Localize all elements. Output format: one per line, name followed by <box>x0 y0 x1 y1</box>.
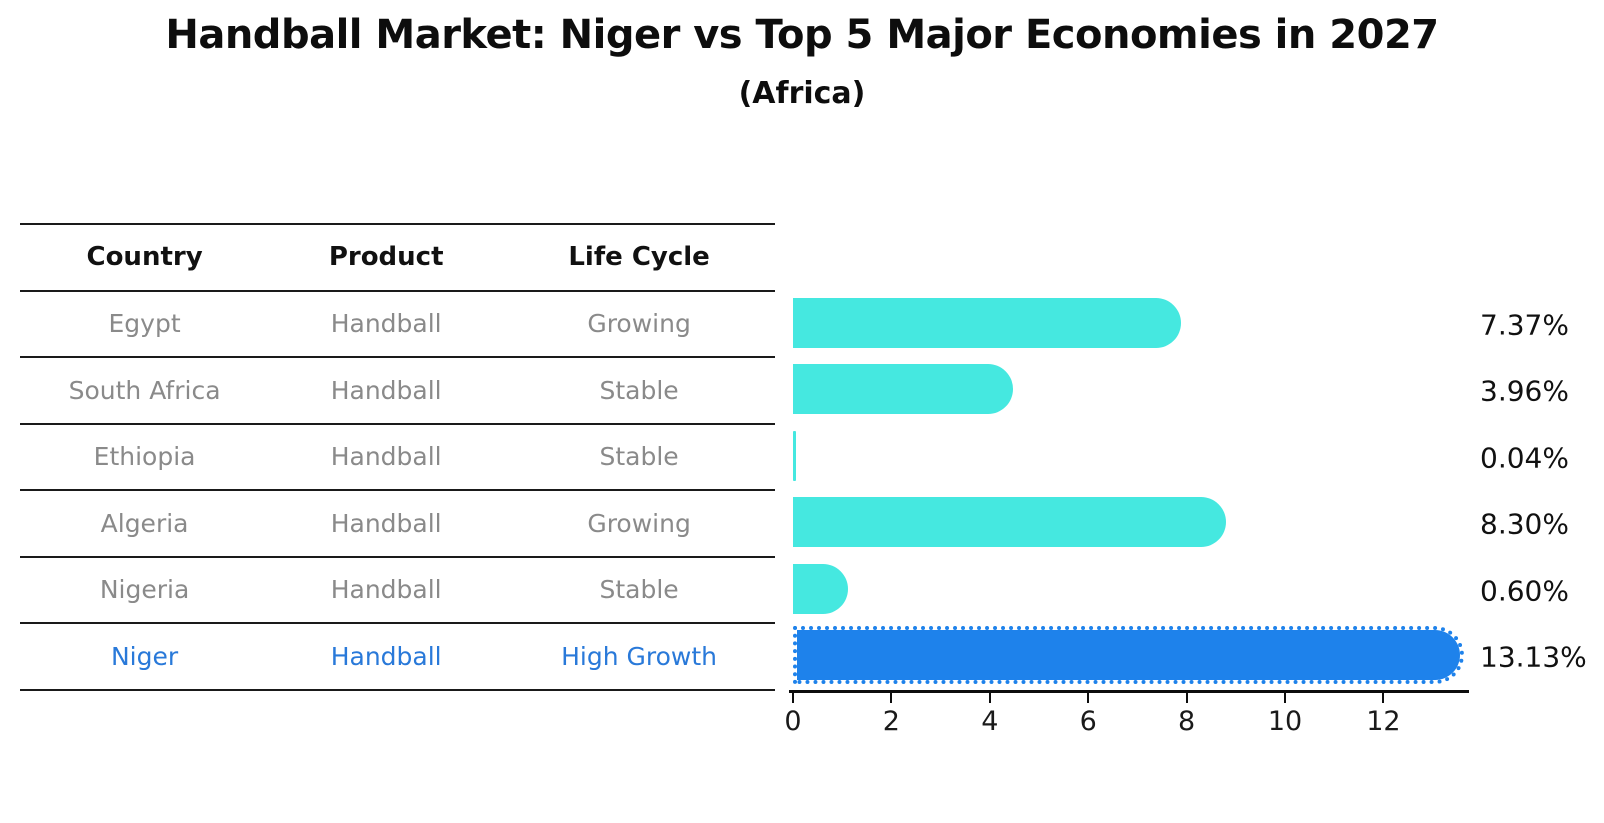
bar-algeria <box>793 497 1227 548</box>
cell-product: Handball <box>330 575 442 605</box>
cell-life-cycle: Stable <box>599 575 679 605</box>
x-tick-label: 6 <box>1079 706 1097 737</box>
value-label: 8.30% <box>1480 507 1569 541</box>
x-tick <box>792 692 794 703</box>
cell-country: South Africa <box>68 375 221 405</box>
cell-country: Ethiopia <box>93 442 196 472</box>
table-row: Nigeria Handball Stable <box>20 558 775 624</box>
cell-product: Handball <box>330 508 442 538</box>
table-row: Algeria Handball Growing <box>20 491 775 558</box>
value-label: 0.04% <box>1480 441 1569 475</box>
table-row: Niger Handball High Growth <box>20 624 775 691</box>
header-product: Product <box>328 242 444 273</box>
value-label: 13.13% <box>1480 640 1587 674</box>
x-tick-label: 8 <box>1178 706 1196 737</box>
bar-south-africa <box>793 364 1013 415</box>
x-tick-label: 12 <box>1366 706 1401 737</box>
header-life-cycle: Life Cycle <box>568 242 710 273</box>
x-tick-label: 4 <box>981 706 999 737</box>
cell-life-cycle: Stable <box>599 442 679 472</box>
cell-country: Egypt <box>108 309 181 339</box>
table-row: Ethiopia Handball Stable <box>20 425 775 491</box>
bar-nigeria <box>793 563 848 614</box>
chart-title: Handball Market: Niger vs Top 5 Major Ec… <box>165 12 1439 58</box>
table-row: Egypt Handball Growing <box>20 292 775 358</box>
cell-country: Nigeria <box>99 575 190 605</box>
bar-egypt <box>793 297 1181 348</box>
x-tick-label: 0 <box>784 706 802 737</box>
cell-product: Handball <box>330 375 442 405</box>
cell-product: Handball <box>330 442 442 472</box>
x-tick-label: 2 <box>882 706 900 737</box>
x-axis-line <box>789 690 1469 693</box>
value-label: 3.96% <box>1480 374 1569 408</box>
table-row: South Africa Handball Stable <box>20 358 775 425</box>
country-table: Country Product Life Cycle Egypt Handball… <box>20 223 775 691</box>
x-tick <box>1382 692 1385 703</box>
cell-life-cycle: High Growth <box>561 641 718 671</box>
header-country: Country <box>86 242 203 273</box>
x-tick-label: 10 <box>1267 706 1303 737</box>
cell-country: Algeria <box>100 508 189 538</box>
x-tick <box>1087 692 1090 703</box>
cell-life-cycle: Stable <box>599 375 679 405</box>
bar-niger <box>793 626 1464 685</box>
x-tick <box>1284 692 1286 703</box>
table-body: Egypt Handball Growing South Africa Handball… <box>20 292 775 691</box>
chart-subtitle: (Africa) <box>738 76 866 111</box>
x-tick <box>890 692 893 703</box>
value-label: 0.60% <box>1480 574 1569 608</box>
cell-life-cycle: Growing <box>587 508 691 538</box>
cell-country: Niger <box>110 641 179 671</box>
cell-life-cycle: Growing <box>587 309 691 339</box>
x-tick <box>1185 692 1188 703</box>
cell-product: Handball <box>330 641 442 671</box>
x-tick <box>988 692 991 703</box>
table-header-row: Country Product Life Cycle <box>20 225 775 292</box>
cell-product: Handball <box>330 309 442 339</box>
bar-ethiopia <box>793 430 796 481</box>
value-label: 7.37% <box>1480 308 1569 342</box>
